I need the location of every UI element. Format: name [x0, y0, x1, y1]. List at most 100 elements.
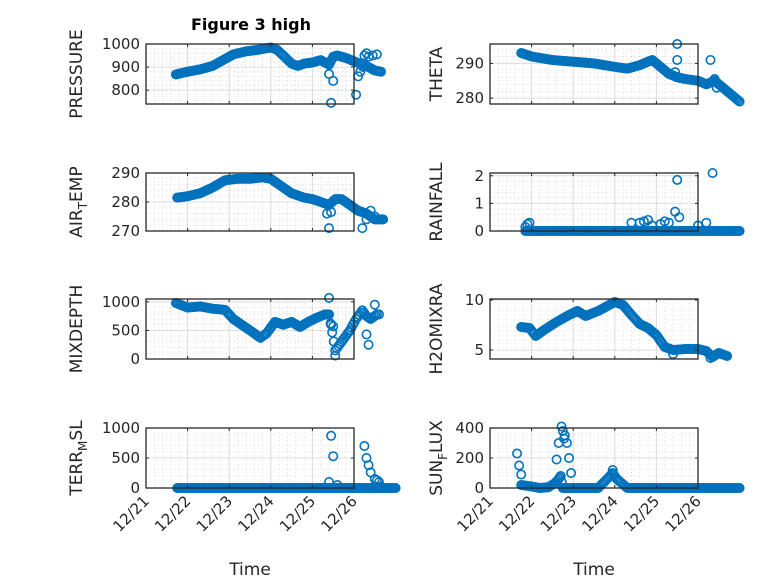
- rainfall-axes: 0 1 2 RAINFALL: [427, 162, 745, 242]
- y-axis-label: H2OMIXRA: [427, 283, 447, 374]
- data-point: [705, 352, 716, 363]
- x-tick-label: 12/24: [578, 492, 621, 535]
- data-point: [551, 454, 562, 465]
- data-point: [711, 82, 722, 93]
- data-point: [659, 216, 670, 227]
- y-tick-label: 400: [455, 419, 484, 437]
- y-tick-label: 0: [474, 222, 484, 240]
- data-point: [566, 467, 577, 478]
- y-axis-label: RAINFALL: [427, 162, 447, 242]
- y-tick-label: 900: [111, 58, 140, 76]
- airtemp-axes: 270 280 290 AIRTEMP: [67, 164, 389, 240]
- data-point: [326, 97, 337, 108]
- data-point: [670, 67, 681, 78]
- data-point: [734, 226, 745, 237]
- data-point: [361, 214, 372, 225]
- data-point: [734, 96, 745, 107]
- data-point: [376, 481, 387, 492]
- data-point: [638, 216, 649, 227]
- data-point: [358, 62, 369, 73]
- data-point: [672, 174, 683, 185]
- chart-title: Figure 3 high: [191, 15, 311, 34]
- x-tick-label: 12/23: [537, 492, 580, 535]
- data-point: [705, 54, 716, 65]
- y-tick-label: 0: [130, 479, 140, 497]
- data-point: [378, 214, 389, 225]
- data-point: [607, 464, 618, 475]
- x-tick-label: 12/25: [276, 492, 319, 535]
- mixdepth-axes: 0 500 1000 MIXDEPTH: [67, 285, 384, 374]
- y-axis-label: THETA: [427, 46, 447, 102]
- data-point: [328, 451, 339, 462]
- x-tick-label: 12/26: [662, 492, 705, 535]
- data-point: [524, 217, 535, 228]
- y-tick-label: 290: [455, 54, 484, 72]
- y-tick-label: 500: [111, 321, 140, 339]
- data-point: [326, 430, 337, 441]
- data-point: [351, 89, 362, 100]
- y-tick-label: 0: [130, 350, 140, 368]
- y-tick-label: 2: [474, 167, 484, 185]
- data-point: [731, 94, 742, 105]
- data-point: [326, 319, 337, 330]
- y-tick-label: 5: [474, 341, 484, 359]
- y-tick-label: 280: [455, 89, 484, 107]
- data-point: [376, 66, 387, 77]
- y-axis-label: TERRMSL: [67, 420, 90, 497]
- data-point: [361, 329, 372, 340]
- data-point: [373, 309, 384, 320]
- y-tick-label: 1: [474, 194, 484, 212]
- data-point: [516, 469, 527, 480]
- y-tick-label: 280: [111, 193, 140, 211]
- data-point: [324, 476, 335, 487]
- data-point: [324, 223, 335, 234]
- data-point: [390, 482, 401, 493]
- data-point: [668, 348, 679, 359]
- y-tick-label: 10: [465, 291, 484, 309]
- data-point: [324, 309, 335, 320]
- data-point: [663, 217, 674, 228]
- data-point: [559, 433, 570, 444]
- y-tick-label: 270: [111, 222, 140, 240]
- data-point: [733, 95, 744, 106]
- x-tick-label: 12/23: [193, 492, 236, 535]
- data-point: [564, 452, 575, 463]
- h2omixra-axes: 5 10 H2OMIXRA: [427, 283, 733, 375]
- data-point: [674, 212, 685, 223]
- data-point: [556, 421, 567, 432]
- x-tick-label: 12/21: [110, 492, 153, 535]
- data-point: [357, 223, 368, 234]
- data-point: [371, 49, 382, 60]
- data-point: [369, 299, 380, 310]
- data-point: [512, 448, 523, 459]
- data-point: [369, 481, 380, 492]
- axes-box: [489, 298, 699, 360]
- data-point: [332, 479, 343, 490]
- y-tick-label: 1000: [102, 419, 140, 437]
- pressure-axes: 800 900 1000 PRESSURE Figure 3 high: [67, 15, 387, 119]
- x-tick-label: 12/21: [454, 492, 497, 535]
- y-axis-label: AIRTEMP: [67, 166, 90, 237]
- y-axis-label: MIXDEPTH: [67, 285, 87, 374]
- axes-box: [145, 43, 355, 105]
- x-tick-label: 12/26: [318, 492, 361, 535]
- x-tick-label: 12/22: [495, 492, 538, 535]
- data-point: [707, 168, 718, 179]
- axes-box: [489, 172, 699, 232]
- data-point: [330, 350, 341, 361]
- data-point: [722, 350, 733, 361]
- data-point: [514, 460, 525, 471]
- data-point: [328, 321, 339, 332]
- data-point: [522, 219, 533, 230]
- y-tick-label: 500: [111, 449, 140, 467]
- data-point: [326, 207, 337, 218]
- data-point: [367, 50, 378, 61]
- data-point: [734, 482, 745, 493]
- y-tick-label: 0: [474, 479, 484, 497]
- y-tick-label: 1000: [102, 35, 140, 53]
- y-tick-label: 200: [455, 449, 484, 467]
- data-point: [324, 292, 335, 303]
- data-point: [672, 54, 683, 65]
- y-tick-label: 290: [111, 164, 140, 182]
